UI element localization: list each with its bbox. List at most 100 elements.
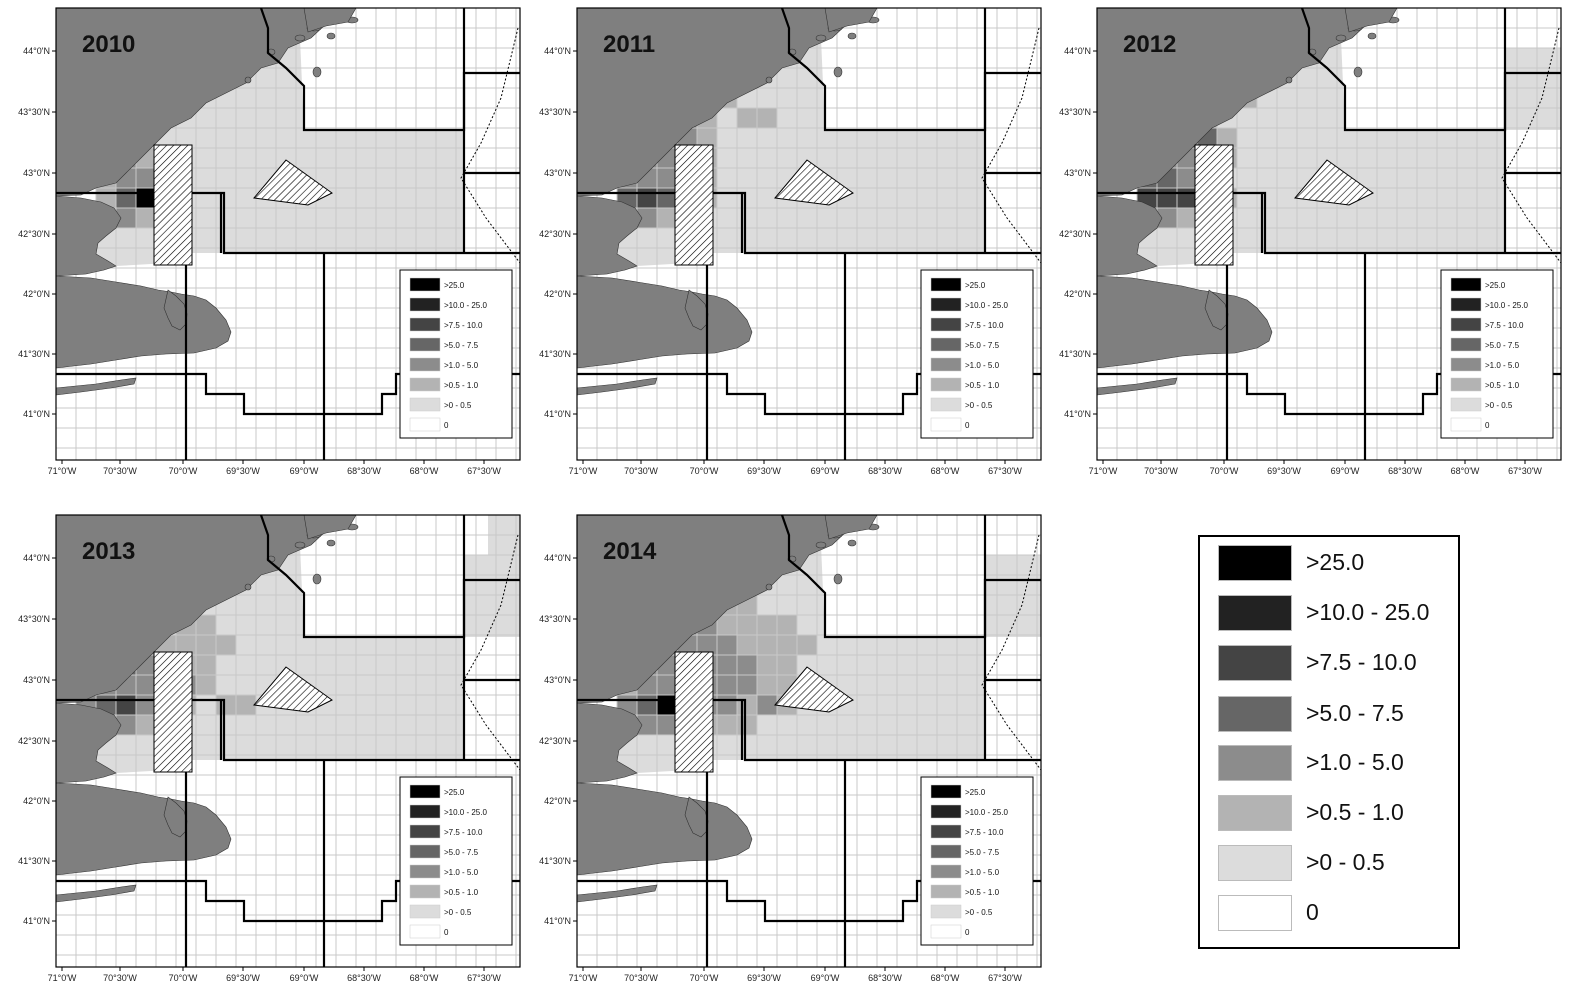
grid-cell [116,715,136,735]
legend-label: 0 [1306,899,1319,925]
land [577,275,753,369]
mini-legend-label: >0 - 0.5 [444,401,472,410]
grid-cell [1217,128,1237,148]
x-tick-label: 71°0'W [48,466,77,476]
mini-legend-label: >5.0 - 7.5 [444,848,479,857]
y-tick-label: 42°30'N [1059,229,1091,239]
grid-cell [737,695,757,715]
grid-cell [637,695,657,715]
mini-legend-label: >1.0 - 5.0 [1485,361,1520,370]
grid-cell [216,128,236,148]
grid-cell [1157,188,1177,208]
grid-cell [136,715,156,735]
grid-cell [136,675,156,695]
grid-cell [116,735,136,755]
x-tick-label: 69°30'W [226,466,260,476]
land [577,884,658,903]
grid-cell [717,715,737,735]
x-tick-label: 69°0'W [290,466,319,476]
x-tick-label: 67°30'W [1508,466,1542,476]
mini-legend-label: >7.5 - 10.0 [965,321,1004,330]
y-tick-label: 44°0'N [1064,46,1091,56]
mini-legend-label: >0.5 - 1.0 [444,381,479,390]
mini-legend-label: >5.0 - 7.5 [1485,341,1520,350]
grid-cell [657,208,677,228]
grid-cell [116,228,136,248]
grid-cell [216,148,236,168]
mini-legend-label: >5.0 - 7.5 [965,848,1000,857]
grid-cell [136,168,156,188]
y-tick-label: 42°0'N [1064,289,1091,299]
mini-legend-label: >7.5 - 10.0 [444,828,483,837]
island [326,32,336,40]
mini-legend-label: >25.0 [444,788,465,797]
x-tick-label: 68°30'W [347,973,381,983]
grid-cell [657,168,677,188]
x-tick-label: 70°0'W [690,466,719,476]
land [56,275,232,369]
mini-legend-label: >25.0 [1485,281,1506,290]
x-tick-label: 68°0'W [410,973,439,983]
grid-cell [176,635,196,655]
grid-cell [196,655,216,675]
grid-cell [196,148,216,168]
grid-cell [737,655,757,675]
island [765,583,773,591]
grid-cell [697,635,717,655]
grid-cell [797,635,817,655]
legend-label: >5.0 - 7.5 [1306,700,1404,726]
closure-area-polygon [1294,159,1374,206]
mini-legend-label: >0 - 0.5 [444,908,472,917]
closure-area-polygon [253,666,333,713]
x-tick-label: 71°0'W [569,973,598,983]
grid-cell [637,735,657,755]
y-tick-label: 44°0'N [544,553,571,563]
island [294,34,306,42]
x-tick-label: 71°0'W [569,466,598,476]
closure-area-polygon [774,159,854,206]
island [312,66,322,78]
closure-area-rect [674,144,714,266]
island [815,541,827,549]
grid-cell [637,715,657,735]
x-tick-label: 68°30'W [868,973,902,983]
grid-cell [717,655,737,675]
mini-legend-label: >10.0 - 25.0 [965,808,1008,817]
grid-cell [216,168,236,188]
mini-legend-label: >0.5 - 1.0 [1485,381,1520,390]
grid-cell [737,615,757,635]
grid-cell [1177,228,1197,248]
y-tick-label: 44°0'N [23,46,50,56]
x-tick-label: 69°0'W [811,973,840,983]
y-tick-label: 42°0'N [23,796,50,806]
x-tick-label: 70°0'W [690,973,719,983]
grid-cell [757,655,777,675]
y-tick-label: 42°30'N [18,229,50,239]
mini-legend: >25.0 >10.0 - 25.0 >7.5 - 10.0 >5.0 - 7.5 >1… [920,269,1034,439]
y-tick-label: 42°0'N [544,796,571,806]
grid-cell [637,188,657,208]
x-tick-label: 69°30'W [747,466,781,476]
mini-legend-label: 0 [1485,421,1490,430]
grid-cell [637,228,657,248]
mini-legend-label: >25.0 [965,788,986,797]
x-tick-label: 69°30'W [747,973,781,983]
y-tick-label: 44°0'N [544,46,571,56]
mini-legend-label: >1.0 - 5.0 [965,868,1000,877]
land [1097,275,1273,369]
y-tick-label: 43°30'N [18,614,50,624]
grid-cell [657,228,677,248]
y-tick-label: 41°30'N [18,856,50,866]
x-tick-label: 69°0'W [1331,466,1360,476]
island [847,32,857,40]
grid-cell [737,635,757,655]
grid-cell [777,615,797,635]
mini-legend-label: >0.5 - 1.0 [965,888,1000,897]
grid-cell [757,108,777,128]
grid-cell [236,168,256,188]
x-tick-label: 69°30'W [226,973,260,983]
x-tick-label: 68°30'W [868,466,902,476]
grid-cell [136,735,156,755]
island [244,583,252,591]
x-tick-label: 70°30'W [624,466,658,476]
